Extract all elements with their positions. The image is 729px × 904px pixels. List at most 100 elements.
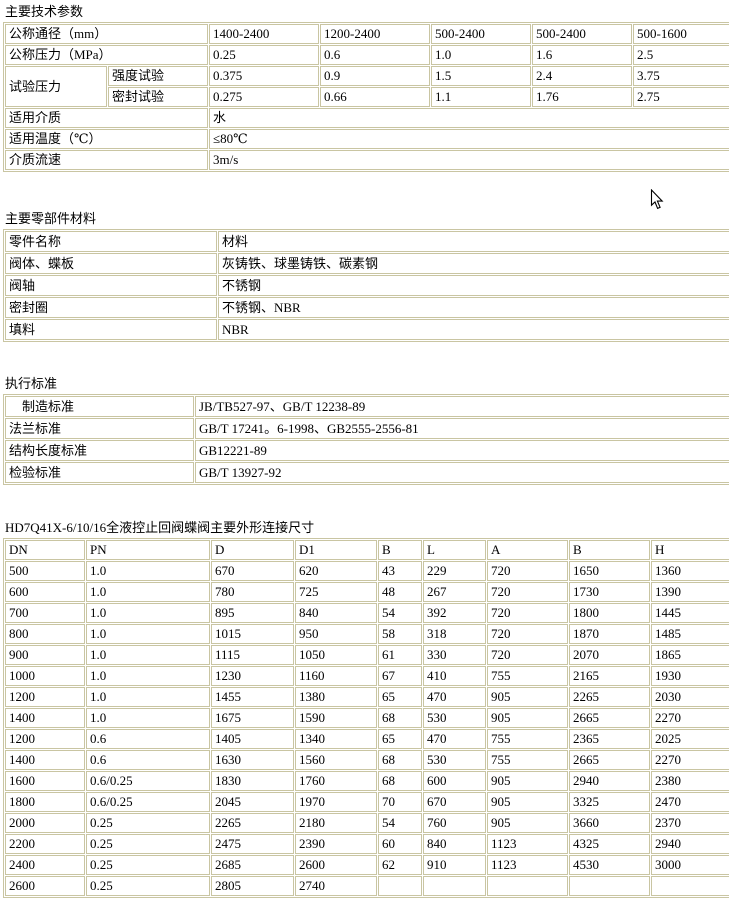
table-cell: 54 — [378, 603, 422, 623]
table-cell: 700 — [5, 603, 85, 623]
table-cell: 1630 — [211, 750, 294, 770]
table-cell: PN — [86, 540, 210, 560]
table-cell: 2400 — [5, 855, 85, 875]
table-row: 900 1.0 1115 1050 61 330 720 2070 1865 — [5, 645, 729, 665]
table-cell: H — [651, 540, 729, 560]
table-row: DN PN D D1 B L A B H — [5, 540, 729, 560]
table-cell: 720 — [487, 582, 568, 602]
table-cell: 68 — [378, 750, 422, 770]
table-cell: 0.6 — [86, 729, 210, 749]
table-cell: 780 — [211, 582, 294, 602]
table-cell: 1830 — [211, 771, 294, 791]
table-cell: 1560 — [295, 750, 377, 770]
table-cell: 材料 — [218, 231, 729, 252]
table-cell: 720 — [487, 561, 568, 581]
table-cell: 1.5 — [431, 66, 532, 86]
table-cell: 3m/s — [209, 150, 729, 170]
table-row: 1600 0.6/0.25 1830 1760 68 600 905 2940 2380 — [5, 771, 729, 791]
table-row: 公称通径（mm） 1400-2400 1200-2400 500-2400 500-24… — [5, 24, 729, 44]
table-cell: 620 — [295, 561, 377, 581]
table-cell: 2.5 — [633, 45, 729, 65]
table-cell: 0.9 — [320, 66, 431, 86]
table-cell: 1760 — [295, 771, 377, 791]
table-cell: 法兰标准 — [5, 418, 194, 439]
table-cell: 1000 — [5, 666, 85, 686]
table-row: 500 1.0 670 620 43 229 720 1650 1360 — [5, 561, 729, 581]
table-cell: 1400-2400 — [209, 24, 320, 44]
table-cell: 1390 — [651, 582, 729, 602]
table-cell: 410 — [423, 666, 486, 686]
table-cell: 1200-2400 — [320, 24, 431, 44]
table-cell: 60 — [378, 834, 422, 854]
table-cell: JB/TB527-97、GB/T 12238-89 — [195, 396, 729, 417]
table-cell: 0.6/0.25 — [86, 792, 210, 812]
table-cell — [651, 876, 729, 896]
table-cell: 905 — [487, 687, 568, 707]
table-cell: 670 — [423, 792, 486, 812]
table-cell: 1445 — [651, 603, 729, 623]
table-cell: 0.66 — [320, 87, 431, 107]
page-content: 主要技术参数 公称通径（mm） 1400-2400 1200-2400 500-240… — [0, 4, 729, 898]
table-cell: 70 — [378, 792, 422, 812]
table-cell: 2000 — [5, 813, 85, 833]
table-cell: 1340 — [295, 729, 377, 749]
table-cell: 强度试验 — [108, 66, 209, 86]
table-cell: 760 — [423, 813, 486, 833]
section-parts-materials: 主要零部件材料 零件名称 材料 阀体、蝶板 灰铸铁、球墨铸铁、碳素钢 阀轴 不锈钢 密封圈不… — [0, 211, 729, 342]
table-cell: 54 — [378, 813, 422, 833]
table-cell: 1.1 — [431, 87, 532, 107]
table-cell: 65 — [378, 687, 422, 707]
table-cell: 62 — [378, 855, 422, 875]
table-cell: 470 — [423, 687, 486, 707]
table-row: 1000 1.0 1230 1160 67 410 755 2165 1930 — [5, 666, 729, 686]
table-row: 密封圈 不锈钢、NBR — [5, 297, 729, 318]
table-row: 制造标准 JB/TB527-97、GB/T 12238-89 — [5, 396, 729, 417]
table-row: 600 1.0 780 725 48 267 720 1730 1390 — [5, 582, 729, 602]
table-row: 公称压力（MPa） 0.25 0.6 1.0 1.6 2.5 — [5, 45, 729, 65]
table-cell: 2805 — [211, 876, 294, 896]
table-cell: 1590 — [295, 708, 377, 728]
table-cell: B — [569, 540, 650, 560]
table-cell: 检验标准 — [5, 462, 194, 483]
table-cell: 1865 — [651, 645, 729, 665]
table-cell: 1115 — [211, 645, 294, 665]
table-cell: 水 — [209, 108, 729, 128]
table-cell: 1675 — [211, 708, 294, 728]
table-cell: 适用温度（℃） — [5, 129, 209, 149]
table-row: 2600 0.25 2805 2740 — [5, 876, 729, 896]
table-cell: 755 — [487, 666, 568, 686]
table-row: 试验压力 强度试验 0.375 0.9 1.5 2.4 3.75 — [5, 66, 729, 107]
table-cell: 500-2400 — [532, 24, 633, 44]
table-cell: 密封圈 — [5, 297, 217, 318]
table-cell: 2390 — [295, 834, 377, 854]
table-cell: 318 — [423, 624, 486, 644]
table-cell: ≤80℃ — [209, 129, 729, 149]
table-cell: 2.75 — [633, 87, 729, 107]
table-cell: GB12221-89 — [195, 440, 729, 461]
table-row: 阀体、蝶板 灰铸铁、球墨铸铁、碳素钢 — [5, 253, 729, 274]
table-cell: 3.75 — [633, 66, 729, 86]
table-row: 2000 0.25 2265 2180 54 760 905 3660 2370 — [5, 813, 729, 833]
table-cell: 1.0 — [431, 45, 532, 65]
standards-table: 制造标准 JB/TB527-97、GB/T 12238-89 法兰标准 GB/T 17… — [3, 394, 729, 485]
table-cell: 2740 — [295, 876, 377, 896]
table-cell: 2045 — [211, 792, 294, 812]
table-cell: 1.0 — [86, 624, 210, 644]
table-cell: 68 — [378, 708, 422, 728]
table-cell: L — [423, 540, 486, 560]
section-title: 执行标准 — [5, 376, 58, 391]
table-cell: 阀体、蝶板 — [5, 253, 217, 274]
table-row: 1400 0.6 1630 1560 68 530 755 2665 2270 — [5, 750, 729, 770]
table-cell: 1.0 — [86, 708, 210, 728]
table-cell: 229 — [423, 561, 486, 581]
table-cell: 2665 — [569, 708, 650, 728]
table-cell — [569, 876, 650, 896]
table-cell: 1123 — [487, 855, 568, 875]
section-technical-parameters: 主要技术参数 公称通径（mm） 1400-2400 1200-2400 500-240… — [0, 4, 729, 172]
table-cell: 1.6 — [532, 45, 633, 65]
table-row: 检验标准 GB/T 13927-92 — [5, 462, 729, 483]
table-row: 2200 0.25 2475 2390 60 840 1123 4325 2940 — [5, 834, 729, 854]
table-cell: 阀轴 — [5, 275, 217, 296]
table-cell: DN — [5, 540, 85, 560]
table-cell — [423, 876, 486, 896]
